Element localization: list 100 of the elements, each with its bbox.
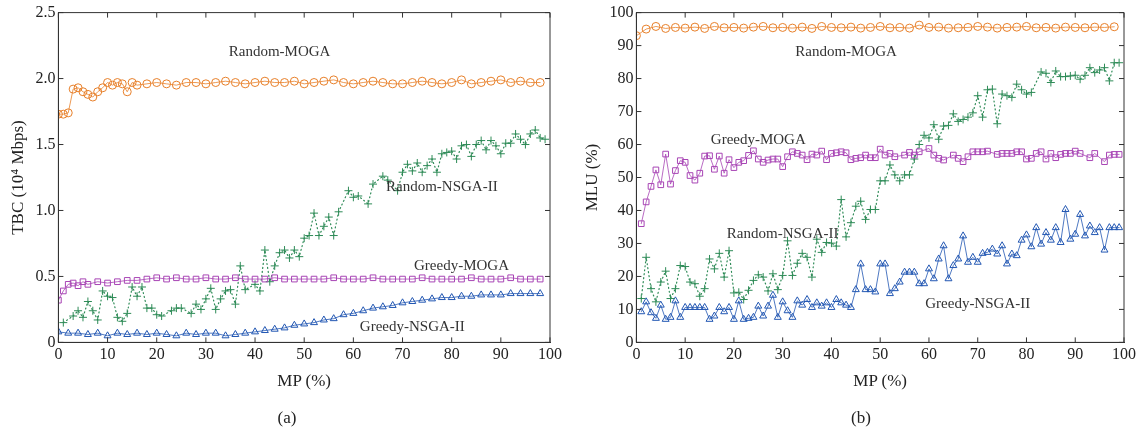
point xyxy=(132,80,142,90)
point xyxy=(114,278,121,286)
point xyxy=(378,78,388,88)
point xyxy=(162,79,172,89)
point xyxy=(339,310,348,318)
point xyxy=(172,331,181,339)
point xyxy=(251,275,259,283)
point xyxy=(222,275,229,283)
point xyxy=(83,329,92,337)
point xyxy=(142,329,151,337)
point xyxy=(468,274,475,282)
point xyxy=(98,83,108,93)
x-tick-label: 50 xyxy=(296,345,313,363)
point xyxy=(88,92,98,102)
y-tick-label: 0.5 xyxy=(35,266,56,284)
point xyxy=(113,328,122,336)
y-tick-label: 0 xyxy=(47,332,56,350)
point xyxy=(123,277,131,284)
point xyxy=(309,78,319,88)
point xyxy=(290,320,299,328)
point xyxy=(496,290,505,298)
point xyxy=(117,79,127,89)
point xyxy=(280,78,290,88)
point xyxy=(457,291,466,299)
y-tick-label: 2.5 xyxy=(35,2,56,20)
point xyxy=(319,315,328,323)
y-axis-title: TBC (10⁴ Mbps) xyxy=(7,120,27,235)
point xyxy=(212,275,220,283)
point xyxy=(428,294,436,302)
point xyxy=(428,275,436,283)
y-tick-label: 90 xyxy=(617,35,634,53)
point xyxy=(417,76,427,86)
point xyxy=(251,327,259,335)
point xyxy=(143,275,151,283)
point xyxy=(517,275,524,283)
point xyxy=(93,328,102,336)
point xyxy=(232,274,239,282)
point xyxy=(260,326,269,334)
point xyxy=(467,291,476,299)
point xyxy=(527,275,534,283)
point xyxy=(477,275,485,283)
x-tick-label: 20 xyxy=(725,345,742,363)
point xyxy=(526,289,535,297)
point xyxy=(289,76,299,86)
x-tick-label: 100 xyxy=(1112,345,1136,363)
point xyxy=(359,306,368,314)
text: (a) xyxy=(276,408,298,428)
point xyxy=(329,75,339,85)
point xyxy=(163,275,170,283)
series-label: Greedy-NSGA-II xyxy=(359,318,465,335)
point xyxy=(69,279,77,287)
point xyxy=(230,78,240,88)
point xyxy=(350,275,357,283)
point xyxy=(112,78,122,88)
point xyxy=(241,328,250,336)
x-tick-label: 10 xyxy=(99,345,116,363)
point xyxy=(516,76,525,86)
x-tick-label: 50 xyxy=(872,345,889,363)
point xyxy=(64,281,72,288)
point xyxy=(300,319,309,327)
series-label: Greedy-MOGA xyxy=(414,257,510,274)
series-label: Random-NSGA-II xyxy=(726,224,839,241)
point xyxy=(379,275,387,283)
point xyxy=(181,78,191,88)
y-tick-label: 20 xyxy=(617,266,634,284)
point xyxy=(438,275,446,283)
y-tick-label: 10 xyxy=(617,299,634,317)
point xyxy=(142,79,152,89)
point xyxy=(369,303,377,311)
point xyxy=(211,328,220,336)
x-tick-label: 70 xyxy=(394,345,411,363)
x-tick-label: 100 xyxy=(538,345,562,363)
point xyxy=(437,293,446,301)
point xyxy=(79,278,87,286)
point xyxy=(133,328,142,336)
x-tick-label: 40 xyxy=(823,345,840,363)
point xyxy=(280,323,289,331)
point xyxy=(506,289,515,297)
point xyxy=(291,275,298,283)
point xyxy=(103,78,113,88)
point xyxy=(240,79,250,89)
point xyxy=(221,76,231,86)
point xyxy=(173,274,180,282)
point xyxy=(310,318,318,326)
point xyxy=(447,78,457,88)
point xyxy=(133,277,141,284)
point xyxy=(78,87,88,97)
x-tick-label: 90 xyxy=(492,345,509,363)
point xyxy=(250,78,260,88)
point xyxy=(152,328,161,336)
point xyxy=(260,76,270,86)
point xyxy=(388,79,398,89)
x-tick-label: 20 xyxy=(148,345,165,363)
point xyxy=(270,78,280,88)
point xyxy=(487,275,495,283)
point xyxy=(83,89,93,99)
point xyxy=(535,78,545,88)
point xyxy=(388,300,397,308)
point xyxy=(241,275,249,283)
x-tick-label: 40 xyxy=(247,345,264,363)
